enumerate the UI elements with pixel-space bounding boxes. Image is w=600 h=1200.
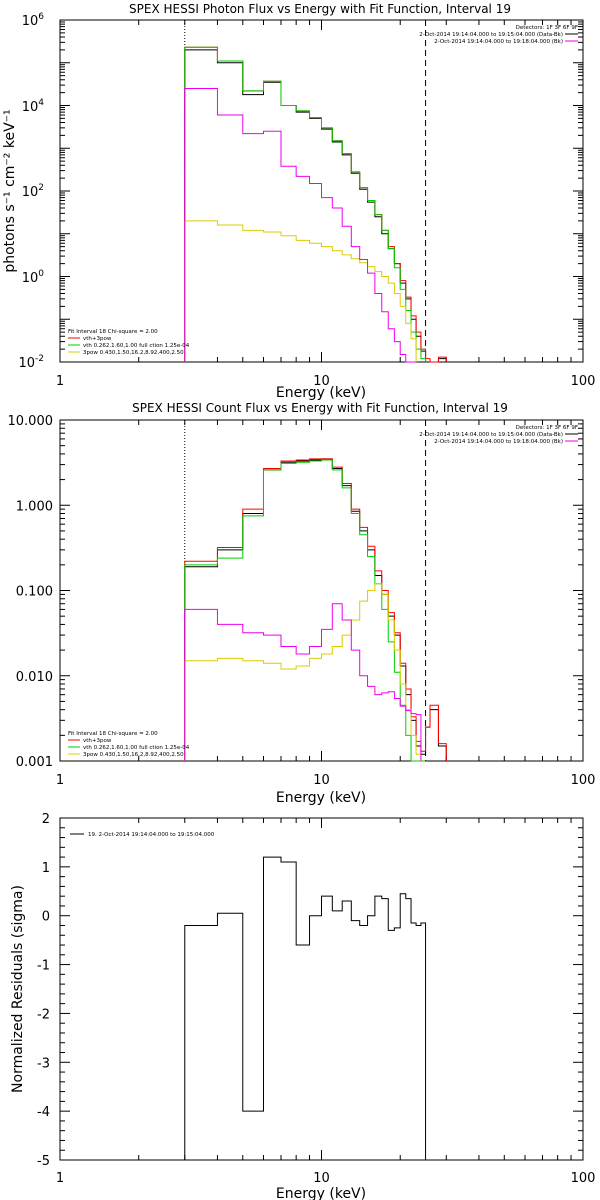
y-tick-label-1e6: 106 bbox=[22, 12, 45, 29]
residuals-frame bbox=[59, 817, 584, 1161]
count-flux-reference-lines bbox=[184, 420, 427, 761]
tick-exponent: 4 bbox=[38, 98, 44, 108]
residuals-y-axis-label: Normalized Residuals (sigma) bbox=[10, 885, 26, 1093]
series-3pow-0-430-1-50-16-2-8-92-400-2-50 bbox=[184, 583, 422, 761]
x-tick-label: 10 bbox=[313, 374, 330, 389]
residuals-legend: 19. 2-Oct-2014 19:14:04.000 to 19:15:04.… bbox=[70, 832, 215, 838]
x-tick-label: 1 bbox=[56, 374, 64, 389]
legend-entry-data: 2-Oct-2014 19:14:04.000 to 19:15:04.000 … bbox=[419, 432, 563, 438]
series-vth-0-262-1-60-1-00-full-ction-1-25e-04 bbox=[184, 459, 426, 762]
y-tick-label: 10.000 bbox=[8, 414, 54, 429]
legend-entry-background: 2-Oct-2014 19:14:04.000 to 19:18:04.000 … bbox=[434, 439, 563, 445]
x-tick-label: 10 bbox=[313, 1171, 330, 1186]
count-flux-title: SPEX HESSI Count Flux vs Energy with Fit… bbox=[132, 401, 508, 415]
y-tick-label: 1.000 bbox=[16, 499, 53, 514]
x-tick-label: 100 bbox=[571, 773, 596, 788]
y-tick-label-1e4: 104 bbox=[22, 98, 45, 115]
photon-flux-reference-lines bbox=[184, 20, 427, 362]
count-flux-frame bbox=[59, 419, 584, 762]
photon-flux-legend-right: Detectors: 1F 3F 6F 9F 2-Oct-2014 19:14:… bbox=[419, 25, 578, 45]
residuals-x-axis-label: Energy (keV) bbox=[276, 1186, 366, 1200]
tick-base: 10 bbox=[22, 100, 39, 115]
series-data bbox=[184, 458, 447, 761]
x-tick-label: 1 bbox=[56, 773, 64, 788]
residuals-ticks bbox=[60, 817, 583, 1161]
series-vth-3pow bbox=[184, 458, 447, 761]
y-tick-label: -1 bbox=[37, 959, 50, 974]
y-tick-label: 2 bbox=[42, 812, 50, 827]
tick-base: 10 bbox=[18, 356, 35, 371]
x-tick-label: 100 bbox=[571, 374, 596, 389]
photon-flux-y-axis-label: photons s⁻¹ cm⁻² keV⁻¹ bbox=[2, 109, 18, 272]
series-vth-3pow bbox=[184, 46, 447, 363]
series-3pow-0-430-1-50-16-2-8-92-400-2-50 bbox=[184, 220, 417, 362]
photon-flux-y-tick-labels: 10-2 100 102 104 106 bbox=[18, 12, 44, 371]
series-vth-0-262-1-60-1-00-full-ction-1-25e-04 bbox=[184, 46, 427, 362]
y-tick-label: -3 bbox=[37, 1056, 50, 1071]
legend-entry-background: 2-Oct-2014 19:14:04.000 to 19:18:04.000 … bbox=[434, 39, 563, 45]
residuals-panel: 210-1-2-3-4-5 Normalized Residuals (sigm… bbox=[10, 812, 584, 1200]
residuals-series bbox=[184, 856, 427, 1160]
photon-flux-title: SPEX HESSI Photon Flux vs Energy with Fi… bbox=[129, 2, 511, 16]
count-flux-panel: SPEX HESSI Count Flux vs Energy with Fit… bbox=[8, 401, 584, 806]
tick-exponent: -2 bbox=[35, 354, 44, 364]
photon-flux-series bbox=[184, 46, 447, 363]
y-tick-label: -4 bbox=[37, 1105, 50, 1120]
tick-exponent: 2 bbox=[38, 183, 44, 193]
series-19-2-oct-2014-19-14-04-000-to-19-15-04-000 bbox=[184, 856, 427, 1160]
fit-header: Fit Interval 18 Chi-square = 2.00 bbox=[68, 329, 158, 335]
count-flux-legend-left: Fit Interval 18 Chi-square = 2.00 vth+3p… bbox=[68, 731, 190, 758]
photon-flux-legend-left: Fit Interval 18 Chi-square = 2.00 vth+3p… bbox=[68, 329, 190, 356]
photon-flux-ticks bbox=[60, 19, 583, 363]
detectors-label: Detectors: 1F 3F 6F 9F bbox=[516, 425, 578, 431]
tick-exponent: 0 bbox=[38, 269, 44, 279]
count-flux-ticks bbox=[60, 419, 583, 762]
x-tick-label: 1 bbox=[56, 1171, 64, 1186]
series-series-4 bbox=[184, 603, 422, 761]
legend-entry-data: 2-Oct-2014 19:14:04.000 to 19:15:04.000 … bbox=[419, 32, 563, 38]
y-tick-label: 0.100 bbox=[16, 585, 53, 600]
y-tick-label: -5 bbox=[37, 1154, 50, 1169]
y-tick-label: 0.010 bbox=[16, 670, 53, 685]
detectors-label: Detectors: 1F 3F 6F 9F bbox=[516, 25, 578, 31]
tick-base: 10 bbox=[22, 185, 39, 200]
count-flux-series bbox=[184, 458, 447, 762]
photon-flux-x-axis-label: Energy (keV) bbox=[276, 385, 366, 401]
y-tick-label: -2 bbox=[37, 1007, 50, 1022]
y-tick-label: 0 bbox=[42, 910, 50, 925]
legend-entry-3pow: 3pow 0.430,1.50,16.2,8.92,400,2.50 bbox=[83, 752, 184, 758]
y-tick-label-1e0: 100 bbox=[22, 269, 45, 286]
count-flux-x-axis-label: Energy (keV) bbox=[276, 790, 366, 806]
legend-entry-3pow: 3pow 0.430,1.50,16.2,8.92,400,2.50 bbox=[83, 350, 184, 356]
legend-entry-vth-3pow: vth+3pow bbox=[83, 738, 112, 744]
y-tick-label: 1 bbox=[42, 861, 50, 876]
fit-header: Fit Interval 18 Chi-square = 2.00 bbox=[68, 731, 158, 737]
photon-flux-panel: SPEX HESSI Photon Flux vs Energy with Fi… bbox=[2, 2, 584, 401]
count-flux-y-tick-labels: 0.001 0.010 0.100 1.000 10.000 bbox=[8, 414, 54, 770]
legend-entry-residuals: 19. 2-Oct-2014 19:14:04.000 to 19:15:04.… bbox=[88, 832, 215, 838]
legend-entry-vth: vth 0.262,1.60,1.00 full ction 1.25e-04 bbox=[83, 745, 190, 751]
series-series-4 bbox=[184, 87, 417, 363]
x-tick-labels: 1 10 100 1 10 100 1 10 100 bbox=[56, 374, 596, 1186]
legend-entry-vth: vth 0.262,1.60,1.00 full ction 1.25e-04 bbox=[83, 343, 190, 349]
y-tick-label-1e-2: 10-2 bbox=[18, 354, 44, 371]
tick-exponent: 6 bbox=[38, 12, 44, 22]
residuals-y-tick-labels: 2 1 0 -1 -2 -3 -4 -5 bbox=[37, 812, 50, 1169]
y-tick-label-1e2: 102 bbox=[22, 183, 44, 200]
tick-base: 10 bbox=[22, 271, 39, 286]
x-tick-label: 100 bbox=[571, 1171, 596, 1186]
count-flux-legend-right: Detectors: 1F 3F 6F 9F 2-Oct-2014 19:14:… bbox=[419, 425, 578, 445]
x-tick-label: 10 bbox=[313, 773, 330, 788]
series-data bbox=[184, 49, 447, 363]
tick-base: 10 bbox=[22, 14, 39, 29]
legend-entry-vth-3pow: vth+3pow bbox=[83, 336, 112, 342]
y-tick-label: 0.001 bbox=[16, 755, 53, 770]
